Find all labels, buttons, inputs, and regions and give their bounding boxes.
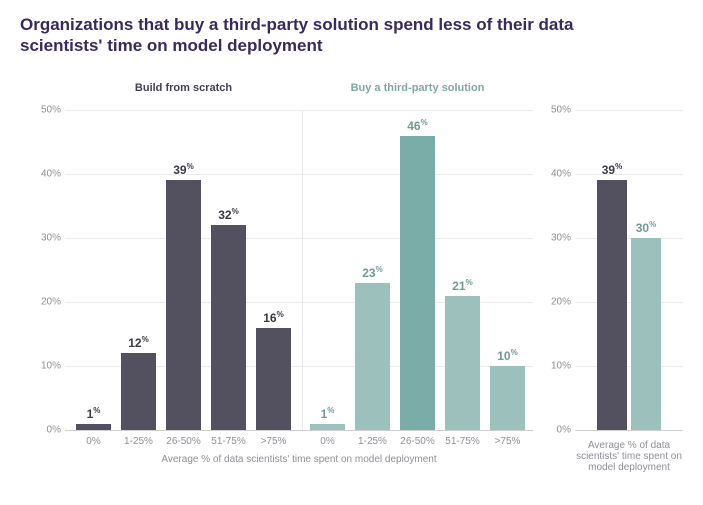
y-tick-label: 40% [545, 169, 571, 180]
bar-value-label: 1% [87, 406, 101, 421]
y-tick-label: 50% [35, 105, 61, 116]
x-caption-summary: Average % of data scientists' time spent… [567, 440, 691, 473]
bar-value-label: 12% [128, 335, 148, 350]
y-tick-label: 30% [35, 233, 61, 244]
y-tick-label: 30% [545, 233, 571, 244]
category-label: 26-50% [395, 436, 440, 447]
chart-bar [445, 296, 480, 430]
summary-bar [597, 180, 627, 430]
y-tick-label: 10% [545, 361, 571, 372]
gridline [575, 238, 683, 239]
category-label: 51-75% [206, 436, 251, 447]
x-axis-line [575, 430, 683, 431]
summary-bar-label: 39% [602, 162, 622, 177]
panel-title-build: Build from scratch [65, 82, 302, 94]
y-tick-label: 0% [545, 425, 571, 436]
bar-value-label: 32% [218, 207, 238, 222]
gridline [575, 302, 683, 303]
category-label: 51-75% [440, 436, 485, 447]
bar-value-label: 10% [497, 348, 517, 363]
category-label: 1-25% [350, 436, 395, 447]
x-axis-line [65, 430, 533, 431]
y-tick-label: 20% [35, 297, 61, 308]
gridline [575, 174, 683, 175]
y-tick-label: 20% [545, 297, 571, 308]
bar-value-label: 46% [407, 118, 427, 133]
bar-value-label: 39% [173, 162, 193, 177]
summary-bar [631, 238, 661, 430]
chart-bar [490, 366, 525, 430]
bar-value-label: 16% [263, 310, 283, 325]
category-label: 0% [305, 436, 350, 447]
chart-bar [355, 283, 390, 430]
chart-bar [211, 225, 246, 430]
category-label: >75% [485, 436, 530, 447]
bar-value-label: 21% [452, 278, 472, 293]
gridline [575, 366, 683, 367]
gridline [65, 110, 533, 111]
chart-bar [76, 424, 111, 430]
gridline [65, 174, 533, 175]
category-label: >75% [251, 436, 296, 447]
summary-plot-area [575, 110, 683, 430]
y-tick-label: 10% [35, 361, 61, 372]
chart-bar [400, 136, 435, 430]
y-tick-label: 50% [545, 105, 571, 116]
chart-bar [310, 424, 345, 430]
panel-title-buy: Buy a third-party solution [302, 82, 533, 94]
gridline [575, 110, 683, 111]
bar-value-label: 23% [362, 265, 382, 280]
y-tick-label: 40% [35, 169, 61, 180]
chart-bar [121, 353, 156, 430]
chart-bar [166, 180, 201, 430]
summary-bar-label: 30% [636, 220, 656, 235]
category-label: 26-50% [161, 436, 206, 447]
bar-value-label: 1% [321, 406, 335, 421]
y-tick-label: 0% [35, 425, 61, 436]
chart-bar [256, 328, 291, 430]
gridline [65, 238, 533, 239]
panel-divider [302, 110, 303, 430]
category-label: 0% [71, 436, 116, 447]
chart-title: Organizations that buy a third-party sol… [20, 14, 580, 57]
x-caption-main: Average % of data scientists' time spent… [65, 454, 533, 465]
category-label: 1-25% [116, 436, 161, 447]
